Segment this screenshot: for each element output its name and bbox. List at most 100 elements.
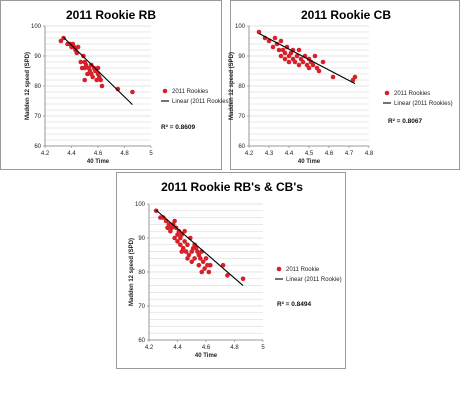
data-point [225, 273, 230, 278]
x-axis-label: 40 Time [87, 159, 110, 165]
data-point [182, 239, 187, 244]
data-point [178, 242, 183, 248]
y-tick-label: 60 [238, 144, 245, 150]
data-point [192, 242, 197, 248]
data-point [292, 59, 298, 65]
data-point [130, 89, 135, 95]
x-tick-label: 4.5 [305, 151, 314, 157]
data-point [272, 35, 278, 41]
x-tick-label: 4.3 [265, 151, 274, 157]
chart-title: 2011 Rookie RB's & CB's [161, 180, 303, 194]
r-squared-label: R² = 0.8067 [388, 118, 423, 125]
data-point [82, 77, 88, 83]
data-point [202, 266, 207, 271]
y-axis-label: Madden 12 speed (SPD) [129, 238, 135, 306]
r-squared-label: R² = 0.8609 [161, 124, 196, 131]
data-point [189, 259, 195, 265]
data-point [256, 29, 262, 35]
x-tick-label: 4.7 [345, 151, 354, 157]
x-tick-label: 4.4 [67, 151, 76, 157]
chart-combined-panel: 2011 Rookie RB's & CB's 60 70 80 90 100 4.2 4.4… [116, 172, 346, 369]
data-point [206, 269, 212, 275]
y-tick-label: 90 [238, 54, 245, 60]
data-point [198, 256, 203, 261]
data-point [172, 235, 177, 241]
legend-marker-points [384, 90, 390, 96]
data-point [179, 249, 185, 254]
data-point [220, 262, 226, 268]
data-point [294, 53, 300, 59]
x-tick-label: 4.6 [325, 151, 334, 157]
data-point [278, 53, 284, 59]
data-point [160, 215, 166, 220]
y-tick-label: 80 [34, 84, 41, 90]
data-point [115, 86, 121, 92]
y-tick-label: 90 [138, 236, 145, 242]
y-tick-label: 100 [235, 24, 246, 30]
x-tick-label: 4.2 [41, 151, 50, 157]
data-point [166, 222, 172, 227]
data-point [98, 77, 103, 83]
trendline [258, 33, 356, 85]
data-point [58, 38, 64, 44]
data-point [99, 83, 105, 89]
data-point [352, 74, 358, 80]
y-tick-label: 70 [34, 114, 41, 120]
legend-label-trend: Linear (2011 Rookies) [172, 99, 231, 105]
data-point [199, 269, 205, 275]
data-point [192, 256, 197, 261]
data-point [276, 47, 282, 53]
data-point [316, 68, 322, 74]
x-tick-label: 4.4 [173, 345, 182, 351]
data-point [300, 59, 306, 65]
data-point [75, 44, 81, 50]
legend-marker-points [276, 266, 282, 272]
data-point [172, 218, 177, 224]
data-point [175, 239, 180, 244]
x-tick-label: 4.2 [245, 151, 254, 157]
r-squared-label: R² = 0.8494 [277, 301, 312, 308]
data-point [278, 38, 284, 44]
data-point [196, 262, 202, 268]
x-tick-label: 4.8 [230, 345, 239, 351]
x-axis-label: 40 Time [195, 353, 218, 359]
legend-label-trend: Linear (2011 Rookies) [394, 101, 453, 107]
y-tick-label: 100 [31, 24, 42, 30]
chart-title: 2011 Rookie CB [301, 8, 391, 22]
data-point [207, 262, 213, 268]
y-tick-label: 70 [138, 304, 145, 310]
data-point [310, 62, 316, 68]
data-point [94, 77, 99, 83]
data-point [182, 228, 187, 234]
x-tick-label: 4.6 [202, 345, 211, 351]
data-point [286, 59, 292, 65]
y-axis-label: Madden 12 speed (SPD) [25, 52, 31, 120]
x-tick-label: 4.8 [365, 151, 374, 157]
x-tick-label: 4.4 [285, 151, 294, 157]
data-point [185, 242, 190, 248]
x-tick-label: 5 [261, 345, 265, 351]
trendline [155, 209, 244, 287]
chart-title: 2011 Rookie RB [66, 8, 156, 22]
y-axis-label: Madden 12 speed (SPD) [229, 52, 235, 120]
data-point [296, 62, 302, 68]
data-point [200, 259, 206, 265]
y-tick-label: 100 [135, 202, 146, 208]
x-tick-label: 5 [149, 151, 153, 157]
x-tick-label: 4.8 [120, 151, 129, 157]
data-point [330, 74, 336, 80]
y-tick-label: 70 [238, 114, 245, 120]
y-tick-label: 80 [138, 270, 145, 276]
legend-label-points: 2011 Rookies [394, 91, 430, 97]
data-point [82, 59, 88, 65]
y-tick-label: 80 [238, 84, 245, 90]
data-point [320, 59, 326, 65]
data-point [183, 249, 189, 254]
legend-label-points: 2011 Rookie [286, 267, 320, 273]
chart-svg: 2011 Rookie RB's & CB's 60 70 80 90 100 4.2 4.4… [129, 180, 342, 359]
data-point [306, 65, 312, 71]
x-tick-label: 4.2 [145, 345, 154, 351]
trendline [63, 37, 133, 105]
y-tick-label: 60 [138, 338, 145, 344]
data-point [240, 276, 246, 282]
